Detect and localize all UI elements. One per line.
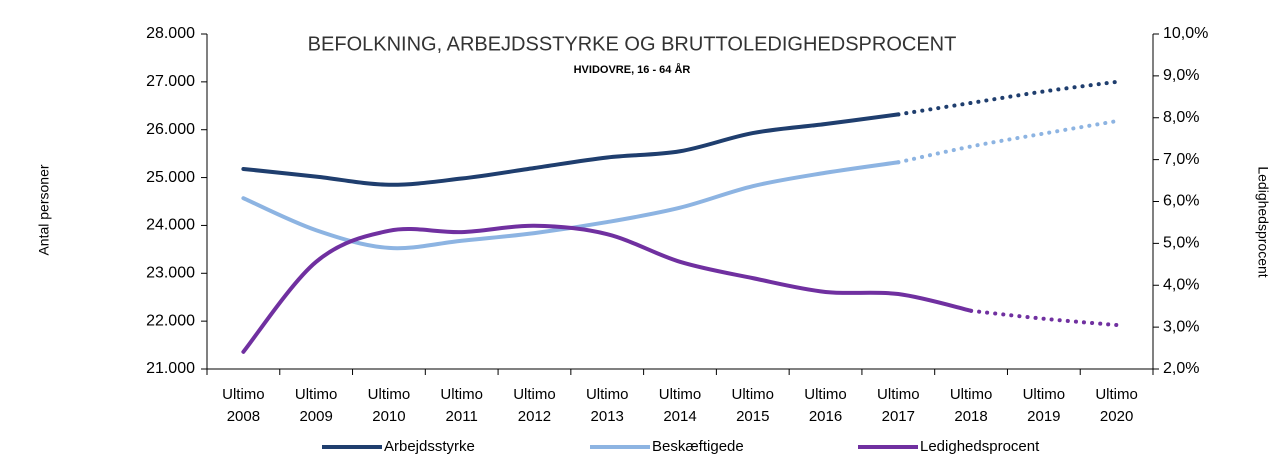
y2-tick-label: 5,0% — [1163, 235, 1199, 252]
x-tick-label: Ultimo 2011 — [440, 386, 483, 425]
series-line — [241, 160, 901, 251]
x-tick-label: Ultimo 2012 — [513, 386, 556, 425]
y2-axis-label: Ledighedsprocent — [1255, 166, 1271, 277]
y2-tick-label: 7,0% — [1163, 151, 1199, 168]
legend-label: Arbejdsstyrke — [384, 438, 475, 455]
legend-label: Beskæftigede — [652, 438, 744, 455]
chart-title: BEFOLKNING, ARBEJDSSTYRKE OG BRUTTOLEDIG… — [308, 33, 957, 55]
x-tick-label: Ultimo 2020 — [1095, 386, 1138, 425]
y-axis-label: Antal personer — [36, 164, 52, 255]
y2-tick-label: 3,0% — [1163, 318, 1199, 335]
legend-label: Ledighedsprocent — [920, 438, 1040, 455]
y-tick-label: 21.000 — [146, 360, 195, 377]
y-tick-label: 23.000 — [146, 265, 195, 282]
x-tick-label: Ultimo 2017 — [877, 386, 920, 425]
y-tick-label: 25.000 — [146, 169, 195, 186]
x-tick-label: Ultimo 2018 — [950, 386, 993, 425]
x-tick-label: Ultimo 2014 — [659, 386, 702, 425]
series-line — [241, 112, 901, 187]
series-line — [241, 223, 974, 354]
series-line-projected — [896, 79, 1119, 117]
y2-tick-label: 6,0% — [1163, 193, 1199, 210]
y2-tick-label: 2,0% — [1163, 360, 1199, 377]
chart-subtitle: HVIDOVRE, 16 - 64 ÅR — [574, 63, 691, 76]
series-line-projected — [896, 119, 1119, 165]
y-tick-label: 26.000 — [146, 121, 195, 138]
x-tick-label: Ultimo 2016 — [804, 386, 847, 425]
x-tick-label: Ultimo 2015 — [732, 386, 775, 425]
y-tick-label: 24.000 — [146, 217, 195, 234]
x-tick-label: Ultimo 2019 — [1023, 386, 1066, 425]
y-tick-label: 27.000 — [146, 73, 195, 90]
y2-tick-label: 9,0% — [1163, 67, 1199, 84]
x-tick-label: Ultimo 2008 — [222, 386, 265, 425]
x-tick-label: Ultimo 2010 — [368, 386, 411, 425]
y2-tick-label: 4,0% — [1163, 276, 1199, 293]
y2-tick-label: 10,0% — [1163, 25, 1208, 42]
x-tick-label: Ultimo 2013 — [586, 386, 629, 425]
y2-tick-label: 8,0% — [1163, 109, 1199, 126]
y-tick-label: 22.000 — [146, 312, 195, 329]
y-tick-label: 28.000 — [146, 25, 195, 42]
x-tick-label: Ultimo 2009 — [295, 386, 338, 425]
series-line-projected — [969, 308, 1119, 328]
